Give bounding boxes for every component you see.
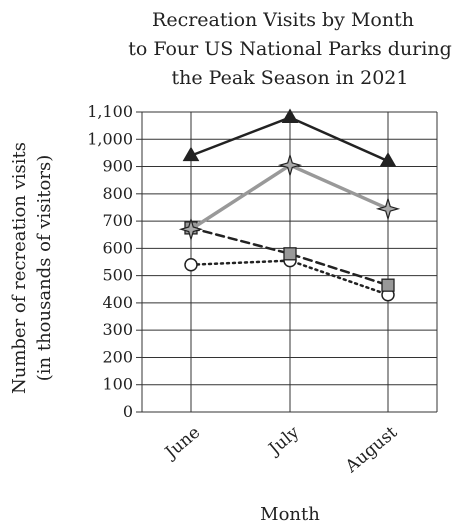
y-tick-label: 400: [102, 293, 133, 312]
x-category-labels: June July August: [160, 422, 401, 477]
x-category-label: June: [160, 423, 204, 465]
data-point-square: [381, 278, 395, 292]
chart-title-line-2: to Four US National Parks during: [128, 38, 452, 60]
y-tick-label: 1,100: [87, 102, 133, 121]
series-line: [189, 226, 390, 287]
y-tick-label: 0: [123, 402, 133, 421]
series-layer: [178, 108, 401, 302]
data-point-star: [277, 153, 303, 178]
chart-title-line-3: the Peak Season in 2021: [172, 67, 409, 89]
x-axis-title: Month: [260, 504, 320, 525]
data-point-triangle: [182, 146, 200, 162]
y-axis-title-line-2: (in thousands of visitors): [34, 155, 55, 381]
y-tick-label: 100: [102, 375, 133, 394]
x-category-label: July: [264, 422, 304, 460]
x-category-label: August: [341, 422, 401, 477]
y-tick-label: 600: [102, 238, 133, 257]
y-tick-label: 800: [102, 184, 133, 203]
y-tick-label: 300: [102, 320, 133, 339]
y-tick-label: 700: [102, 211, 133, 230]
data-point-star: [375, 196, 401, 221]
chart-title-line-1: Recreation Visits by Month: [152, 9, 414, 31]
data-point-triangle: [281, 108, 299, 123]
data-point-triangle: [379, 152, 397, 167]
y-axis-title-line-1: Number of recreation visits: [9, 142, 30, 394]
data-point-star: [178, 217, 204, 242]
y-tick-label: 200: [102, 347, 133, 366]
y-tick-label: 500: [102, 266, 133, 285]
y-tick-label: 900: [102, 157, 133, 176]
y-tick-labels: 0 100 200 300 400 500 600 700 800 900 1,000 1,100: [87, 102, 133, 421]
data-point-square: [283, 247, 297, 261]
data-point-circle: [184, 257, 198, 272]
y-tick-label: 1,000: [87, 129, 133, 148]
